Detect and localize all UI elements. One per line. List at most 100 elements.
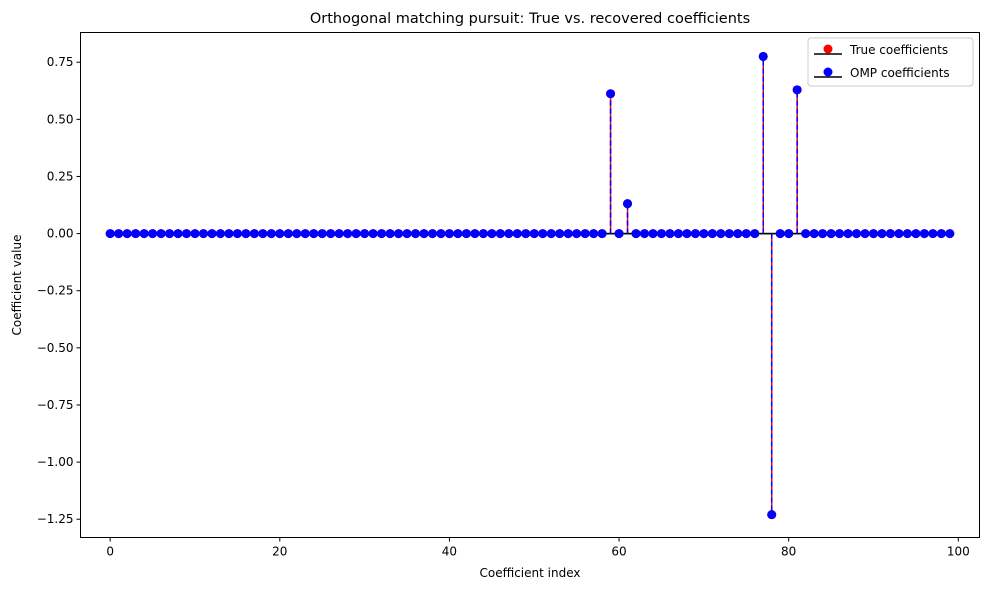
marker-omp-43: [470, 229, 480, 239]
legend-entry-true: True coefficients: [814, 43, 948, 57]
marker-omp-50: [529, 229, 539, 239]
marker-omp-76: [750, 229, 760, 239]
marker-omp-81: [792, 85, 802, 95]
marker-omp-11: [198, 229, 208, 239]
legend-label-omp: OMP coefficients: [850, 66, 950, 80]
y-tick-label: 0.50: [47, 112, 74, 126]
marker-omp-70: [699, 229, 709, 239]
marker-omp-97: [928, 229, 938, 239]
marker-omp-1: [114, 229, 124, 239]
marker-omp-66: [665, 229, 675, 239]
marker-omp-86: [835, 229, 845, 239]
y-tick-label: −0.75: [37, 398, 74, 412]
marker-omp-46: [495, 229, 505, 239]
marker-omp-92: [885, 229, 895, 239]
y-tick-label: 0.75: [47, 55, 74, 69]
marker-omp-4: [139, 229, 149, 239]
marker-omp-16: [241, 229, 251, 239]
marker-omp-28: [343, 229, 353, 239]
marker-omp-99: [945, 229, 955, 239]
x-axis-label: Coefficient index: [480, 566, 581, 580]
marker-omp-42: [461, 229, 471, 239]
marker-omp-24: [309, 229, 319, 239]
markers: [105, 51, 955, 520]
marker-omp-53: [555, 229, 565, 239]
marker-omp-73: [724, 229, 734, 239]
marker-omp-40: [444, 229, 454, 239]
marker-omp-85: [826, 229, 836, 239]
marker-omp-79: [775, 229, 785, 239]
marker-omp-74: [733, 229, 743, 239]
legend-entry-omp: OMP coefficients: [814, 66, 950, 80]
marker-omp-35: [402, 229, 412, 239]
marker-omp-48: [512, 229, 522, 239]
legend: True coefficients OMP coefficients: [807, 37, 974, 87]
marker-omp-75: [741, 229, 751, 239]
marker-omp-78: [767, 510, 777, 520]
marker-omp-25: [317, 229, 327, 239]
marker-omp-33: [385, 229, 395, 239]
marker-omp-60: [614, 229, 624, 239]
marker-omp-10: [190, 229, 200, 239]
x-tick-label: 60: [611, 545, 626, 559]
marker-omp-83: [809, 229, 819, 239]
marker-omp-54: [563, 229, 573, 239]
y-tick-label: 0.00: [47, 227, 74, 241]
marker-omp-96: [919, 229, 929, 239]
marker-omp-68: [682, 229, 692, 239]
marker-omp-87: [843, 229, 853, 239]
marker-omp-29: [351, 229, 361, 239]
legend-box: [807, 37, 974, 87]
marker-omp-30: [360, 229, 370, 239]
marker-omp-95: [911, 229, 921, 239]
marker-omp-8: [173, 229, 183, 239]
marker-omp-3: [131, 229, 141, 239]
marker-omp-45: [487, 229, 497, 239]
marker-omp-61: [623, 199, 633, 209]
marker-omp-7: [165, 229, 175, 239]
legend-true-marker: [823, 44, 833, 54]
marker-omp-13: [215, 229, 225, 239]
marker-omp-12: [207, 229, 217, 239]
marker-omp-58: [597, 229, 607, 239]
marker-omp-36: [411, 229, 421, 239]
marker-omp-23: [300, 229, 310, 239]
marker-omp-56: [580, 229, 590, 239]
plot-area-frame: [80, 32, 980, 538]
y-tick-label: −1.00: [37, 455, 74, 469]
y-axis-label: Coefficient value: [10, 235, 24, 336]
marker-omp-64: [648, 229, 658, 239]
marker-omp-9: [182, 229, 192, 239]
marker-omp-55: [572, 229, 582, 239]
marker-omp-44: [478, 229, 488, 239]
marker-omp-27: [334, 229, 344, 239]
marker-omp-19: [266, 229, 276, 239]
y-tick-label: 0.25: [47, 169, 74, 183]
marker-omp-18: [258, 229, 268, 239]
marker-omp-47: [504, 229, 514, 239]
stems: [609, 56, 798, 515]
marker-omp-52: [546, 229, 556, 239]
marker-omp-88: [852, 229, 862, 239]
marker-omp-91: [877, 229, 887, 239]
marker-omp-39: [436, 229, 446, 239]
marker-omp-17: [249, 229, 259, 239]
marker-omp-57: [589, 229, 599, 239]
x-tick-label: 80: [781, 545, 796, 559]
marker-omp-72: [716, 229, 726, 239]
marker-omp-80: [784, 229, 794, 239]
x-tick-label: 0: [106, 545, 114, 559]
legend-label-true: True coefficients: [849, 43, 948, 57]
marker-omp-5: [148, 229, 158, 239]
chart-title: Orthogonal matching pursuit: True vs. re…: [310, 11, 750, 27]
marker-omp-89: [860, 229, 870, 239]
marker-omp-90: [868, 229, 878, 239]
marker-omp-94: [902, 229, 912, 239]
marker-omp-22: [292, 229, 302, 239]
y-tick-label: −0.50: [37, 341, 74, 355]
marker-omp-98: [936, 229, 946, 239]
marker-omp-41: [453, 229, 463, 239]
marker-omp-69: [690, 229, 700, 239]
marker-omp-49: [521, 229, 531, 239]
